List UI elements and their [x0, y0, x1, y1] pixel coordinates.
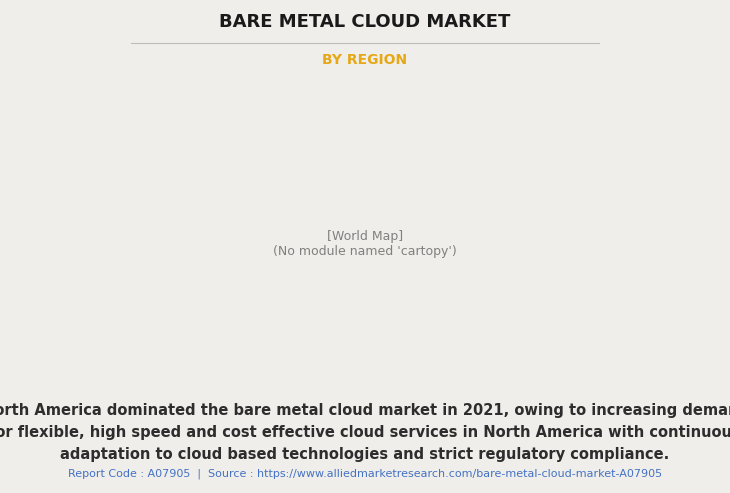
Text: BARE METAL CLOUD MARKET: BARE METAL CLOUD MARKET	[219, 13, 511, 32]
Text: North America dominated the bare metal cloud market in 2021, owing to increasing: North America dominated the bare metal c…	[0, 402, 730, 462]
Text: Report Code : A07905  |  Source : https://www.alliedmarketresearch.com/bare-meta: Report Code : A07905 | Source : https://…	[68, 469, 662, 479]
Text: BY REGION: BY REGION	[323, 53, 407, 67]
Text: [World Map]
(No module named 'cartopy'): [World Map] (No module named 'cartopy')	[273, 230, 457, 258]
